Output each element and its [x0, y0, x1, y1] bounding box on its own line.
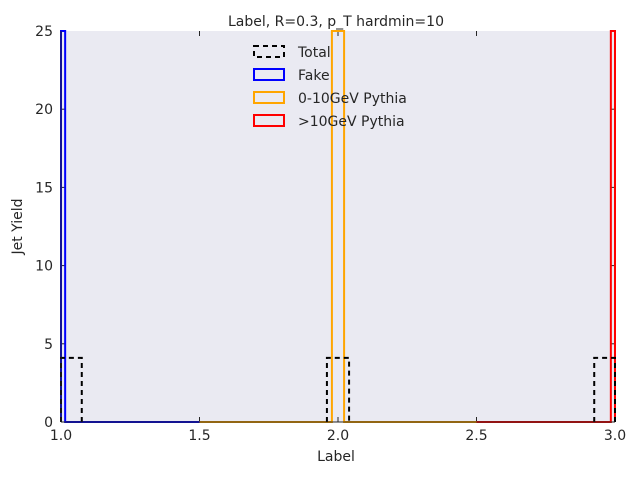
- y-tick-label: 5: [44, 337, 53, 353]
- legend-swatch: [253, 114, 285, 127]
- legend-swatch: [253, 45, 285, 58]
- y-tick-label: 15: [35, 180, 53, 196]
- series-total-bin: [60, 356, 83, 422]
- legend-label: 0-10GeV Pythia: [298, 91, 407, 107]
- y-tick-label: 20: [35, 102, 53, 118]
- y-tick-label: 0: [44, 415, 53, 431]
- y-tick-label: 10: [35, 259, 53, 275]
- x-tick-label: 2.0: [327, 428, 349, 444]
- x-tick-label: 1.0: [50, 428, 72, 444]
- legend-label: >10GeV Pythia: [298, 114, 405, 130]
- chart-title: Label, R=0.3, p_T hardmin=10: [228, 14, 444, 30]
- legend: Total Fake 0-10GeV Pythia >10GeV Pythia: [253, 45, 407, 130]
- legend-label: Fake: [298, 68, 330, 84]
- x-tick-label: 3.0: [604, 428, 626, 444]
- y-axis-label: Jet Yield: [10, 198, 26, 255]
- axes-layer: [60, 31, 615, 423]
- legend-label: Total: [297, 45, 331, 61]
- series-total-bin: [593, 356, 616, 422]
- legend-swatch: [253, 91, 285, 104]
- x-axis-label: Label: [317, 449, 355, 465]
- series-total-bin: [325, 356, 351, 422]
- legend-swatch: [253, 68, 285, 81]
- y-tick-label: 25: [35, 24, 53, 40]
- x-tick-label: 2.5: [465, 428, 487, 444]
- plot-area: [61, 31, 615, 422]
- x-tick-label: 1.5: [188, 428, 210, 444]
